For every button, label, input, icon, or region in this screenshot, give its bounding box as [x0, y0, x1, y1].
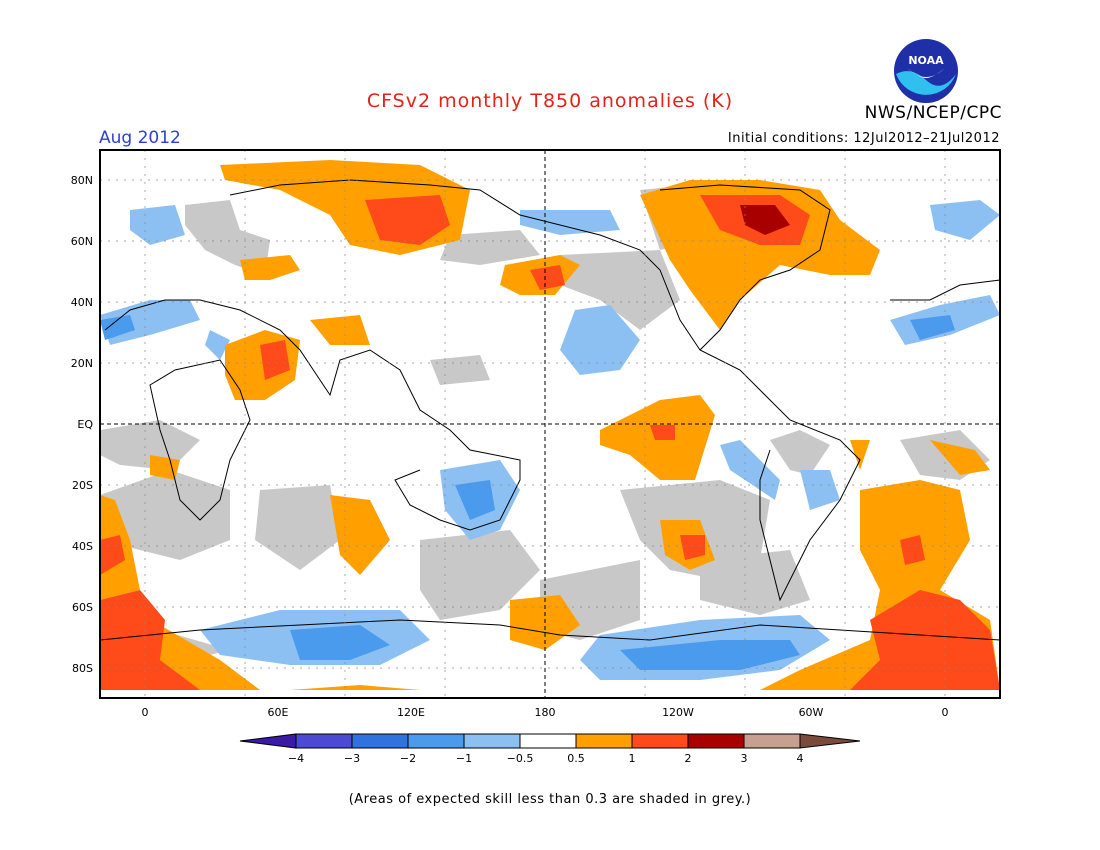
- colorbar-label: −0.5: [507, 752, 534, 765]
- chart-title: CFSv2 monthly T850 anomalies (K): [366, 90, 734, 112]
- lon-label: 180: [535, 706, 556, 719]
- colorbar-swatch: [463, 733, 521, 749]
- cool-anomaly-mid: [100, 315, 955, 670]
- lon-label: 120W: [662, 706, 694, 719]
- lon-label: 60W: [799, 706, 824, 719]
- lat-label: 20S: [72, 479, 93, 492]
- colorbar-swatch: [575, 733, 633, 749]
- colorbar-right-arrow: [799, 733, 861, 749]
- footnote: (Areas of expected skill less than 0.3 a…: [348, 792, 752, 807]
- colorbar-label: −4: [288, 752, 304, 765]
- warm-anomaly-dark-red: [740, 205, 790, 235]
- lat-label: 80N: [71, 174, 93, 187]
- colorbar-label: 3: [741, 752, 748, 765]
- colorbar-swatch: [351, 733, 409, 749]
- colorbar-swatch: [631, 733, 689, 749]
- lon-label: 0: [942, 706, 949, 719]
- organization-label: NWS/NCEP/CPC: [864, 103, 1002, 123]
- colorbar-swatch: [407, 733, 465, 749]
- initial-conditions-label: Initial conditions: 12Jul2012–21Jul2012: [727, 131, 1000, 146]
- colorbar-label: 0.5: [567, 752, 585, 765]
- anomaly-shading: [100, 150, 1000, 698]
- map-frame: [99, 149, 1001, 699]
- colorbar-label: 4: [797, 752, 804, 765]
- lat-label: EQ: [77, 418, 93, 431]
- colorbar-swatch: [295, 733, 353, 749]
- colorbar-swatch: [519, 733, 577, 749]
- lat-label: 20N: [71, 357, 93, 370]
- coastlines: [100, 179, 1000, 641]
- longitude-axis: 0 60E 120E 180 120W 60W 0: [142, 706, 949, 719]
- lat-label: 60N: [71, 235, 93, 248]
- colorbar-swatch: [743, 733, 801, 749]
- lat-label: 40N: [71, 296, 93, 309]
- colorbar-label: 1: [629, 752, 636, 765]
- noaa-logo-icon: NOAA: [894, 39, 958, 103]
- colorbar-label: 2: [685, 752, 692, 765]
- lon-label: 0: [142, 706, 149, 719]
- forecast-month-label: Aug 2012: [99, 128, 181, 148]
- lon-label: 120E: [397, 706, 425, 719]
- colorbar-label: −3: [344, 752, 360, 765]
- colorbar-left-arrow: [239, 733, 297, 749]
- colorbar-swatch: [687, 733, 745, 749]
- lat-label: 60S: [72, 601, 93, 614]
- colorbar-label: −1: [456, 752, 472, 765]
- noaa-logo-text: NOAA: [908, 54, 944, 67]
- lat-label: 40S: [72, 540, 93, 553]
- colorbar: −4 −3 −2 −1 −0.5 0.5 1 2 3 4: [239, 733, 861, 765]
- lat-label: 80S: [72, 662, 93, 675]
- latitude-axis: 80N 60N 40N 20N EQ 20S 40S 60S 80S: [71, 174, 94, 675]
- colorbar-label: −2: [400, 752, 416, 765]
- lon-label: 60E: [268, 706, 289, 719]
- warm-anomaly-red: [100, 195, 1000, 690]
